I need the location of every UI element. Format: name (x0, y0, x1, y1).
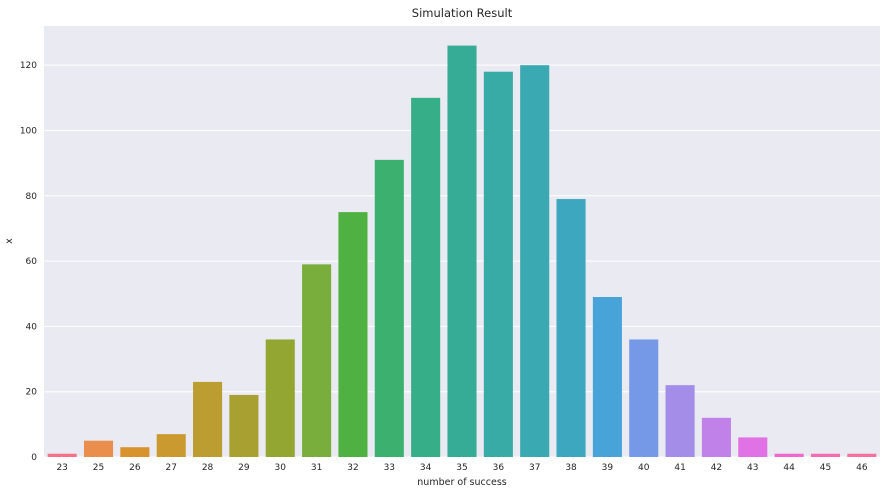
x-tick-label: 28 (202, 463, 214, 473)
x-tick-label: 26 (129, 463, 141, 473)
x-tick-label: 36 (493, 463, 505, 473)
x-tick-label: 42 (711, 463, 722, 473)
x-tick-label: 45 (820, 463, 831, 473)
x-tick-label: 37 (529, 463, 540, 473)
bar-33 (374, 159, 404, 457)
bar-27 (156, 434, 186, 457)
bars (47, 45, 877, 457)
x-tick-label: 46 (856, 463, 868, 473)
y-tick-label: 40 (26, 322, 38, 332)
x-tick-label: 25 (93, 463, 104, 473)
bar-38 (556, 199, 586, 457)
x-tick-label: 31 (311, 463, 322, 473)
bar-44 (774, 453, 804, 457)
bar-25 (83, 440, 114, 457)
bar-32 (338, 212, 368, 457)
bar-36 (483, 71, 513, 457)
x-tick-label: 30 (275, 463, 287, 473)
y-tick-label: 20 (26, 388, 38, 398)
chart-title: Simulation Result (412, 6, 513, 20)
bar-23 (47, 453, 77, 457)
y-tick-label: 0 (31, 453, 37, 463)
bar-43 (738, 437, 768, 457)
bar-40 (629, 339, 659, 457)
bar-31 (302, 264, 332, 457)
bar-30 (265, 339, 295, 457)
bar-41 (665, 385, 695, 457)
x-tick-label: 34 (420, 463, 432, 473)
x-tick-label: 35 (456, 463, 467, 473)
x-tick-label: 40 (638, 463, 650, 473)
x-tick-label: 44 (783, 463, 795, 473)
bar-34 (411, 97, 441, 457)
x-tick-label: 32 (347, 463, 358, 473)
x-axis-label: number of success (417, 477, 506, 488)
y-tick-labels: 0 20 40 60 80 100 120 (20, 61, 37, 463)
bar-46 (847, 453, 877, 457)
bar-26 (120, 447, 150, 457)
bar-42 (701, 417, 731, 457)
x-tick-label: 38 (565, 463, 577, 473)
x-tick-label: 29 (238, 463, 250, 473)
bar-39 (592, 297, 622, 457)
y-tick-label: 60 (26, 257, 38, 267)
bar-28 (193, 381, 223, 457)
x-tick-label: 41 (674, 463, 685, 473)
y-tick-label: 80 (26, 192, 38, 202)
x-tick-label: 33 (384, 463, 395, 473)
x-tick-label: 23 (56, 463, 67, 473)
x-tick-label: 27 (165, 463, 176, 473)
bar-45 (810, 453, 841, 457)
bar-37 (520, 65, 550, 457)
x-tick-label: 39 (602, 463, 614, 473)
x-tick-labels: 23 25 26 27 28 29 30 31 32 33 34 35 36 37 38 39 40 41 42 43… (56, 463, 867, 473)
bar-29 (229, 394, 259, 457)
y-tick-label: 100 (20, 126, 37, 136)
bar-35 (447, 45, 477, 457)
y-axis-label: x (4, 238, 15, 244)
x-tick-label: 43 (747, 463, 758, 473)
y-tick-label: 120 (20, 61, 37, 71)
